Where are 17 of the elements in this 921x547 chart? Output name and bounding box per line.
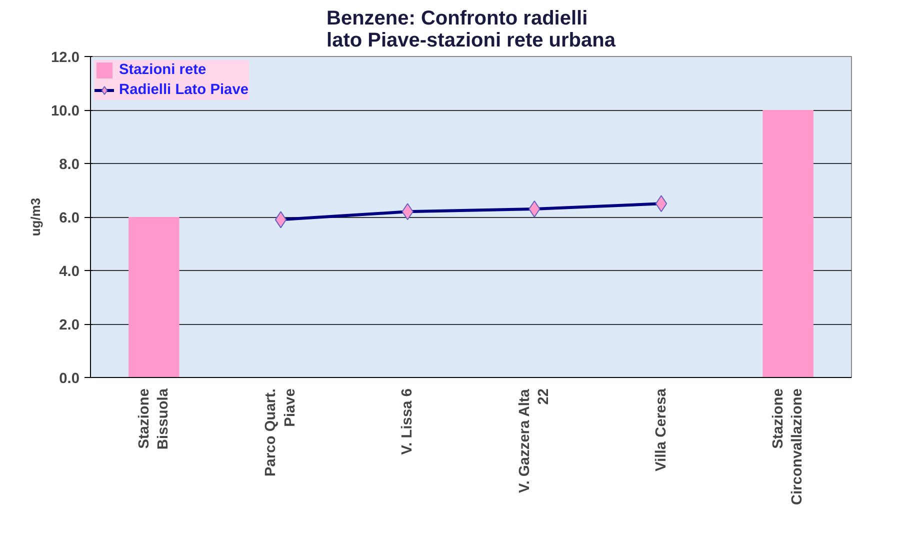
legend-label: Radielli Lato Piave: [119, 82, 249, 98]
y-tick-label: 6.0: [59, 210, 80, 226]
y-tick-label: 4.0: [59, 264, 80, 280]
legend-label: Stazioni rete: [119, 62, 206, 78]
x-tick-label: V. Gazzera Alta 22: [516, 388, 552, 494]
y-tick-label: 8.0: [59, 157, 80, 173]
y-tick-label: 10.0: [50, 104, 80, 120]
x-tick-label: Stazione Bissuola: [136, 388, 172, 450]
x-tick-label: Villa Ceresa: [653, 388, 670, 472]
x-tick-label: Stazione Circonvallazione: [770, 388, 806, 505]
y-tick-label: 12.0: [50, 50, 80, 66]
x-tick-label: V. Lissa 6: [400, 388, 416, 455]
y-axis-title: ug/m3: [28, 198, 43, 236]
chart-title: Benzene: Confronto radielli lato Piave-stazioni rete urbana: [326, 8, 616, 52]
x-tick-label: Parco Quart. Piave: [263, 388, 298, 476]
y-tick-label: 2.0: [59, 318, 80, 334]
y-tick-label: 0.0: [59, 371, 80, 387]
